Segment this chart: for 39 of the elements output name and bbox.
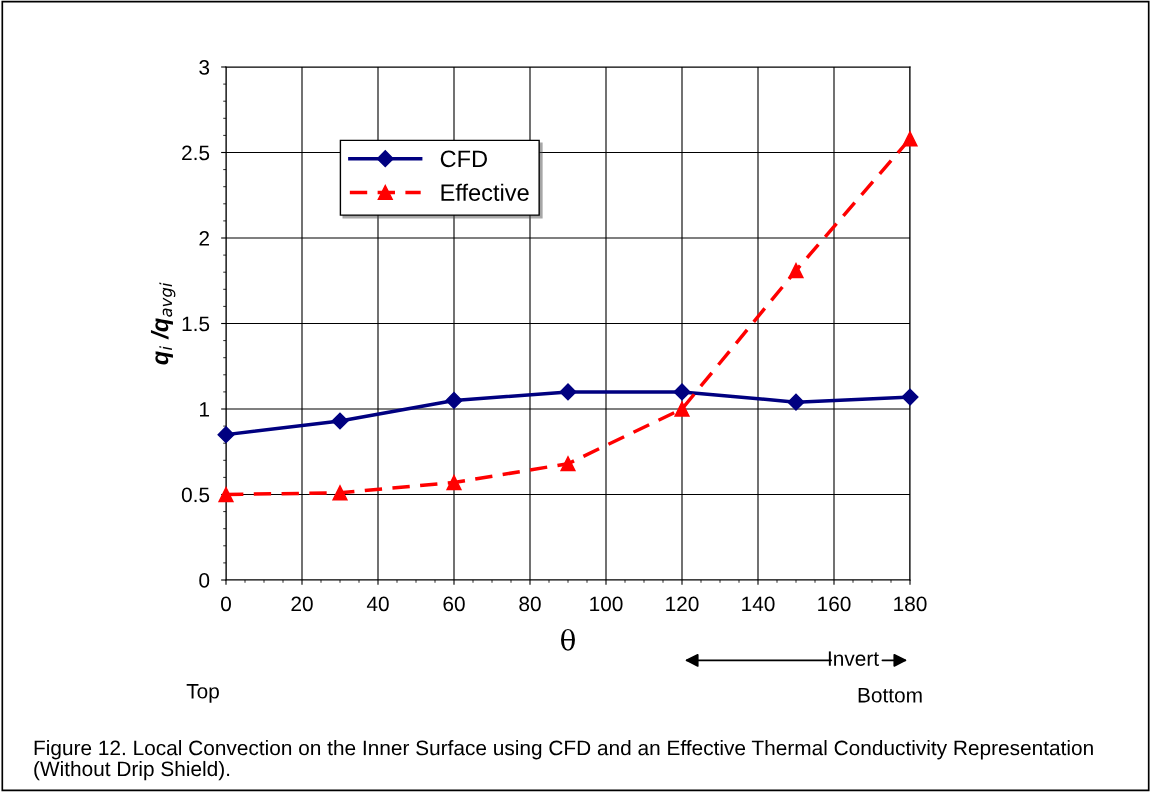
legend-label: CFD: [440, 150, 487, 168]
x-tick-label: 160: [818, 596, 851, 612]
y-tick-label: 3: [199, 60, 210, 75]
y-tick-label: 0: [199, 573, 210, 588]
x-tick-label: 100: [590, 596, 623, 612]
text: Invert: [828, 651, 879, 666]
point: [559, 383, 577, 401]
point: [446, 474, 462, 491]
text: Bottom: [858, 688, 922, 703]
point: [217, 426, 235, 444]
x-tick-label: 0: [221, 596, 231, 612]
point: [560, 456, 576, 472]
point: [445, 391, 463, 410]
caption: Figure 12. Local Convection on the Inner Surface using CFD and an Effective Thermal Conductivity Representation (Without Drip Shield).: [34, 740, 1093, 781]
x-axis-title: θ: [561, 628, 575, 651]
y-tick-label: 2.5: [182, 145, 210, 161]
point: [674, 401, 690, 417]
point: [787, 393, 805, 411]
point: [332, 485, 348, 501]
x-tick-label: 140: [742, 596, 775, 612]
point: [218, 486, 234, 503]
y-tick-label: 1.5: [182, 316, 210, 332]
y-axis-title: q$_{i}$ /q$_{avgi}$: [150, 282, 176, 365]
point: [902, 131, 918, 147]
y-tick-label: 2: [199, 231, 209, 246]
x-tick-label: 40: [366, 596, 389, 612]
point: [788, 262, 804, 279]
y-tick-label: 1: [200, 402, 210, 417]
x-tick-label: 120: [666, 596, 699, 612]
x-tick-label: 60: [443, 596, 465, 612]
x-tick-label: 180: [894, 596, 927, 612]
x-tick-label: 80: [519, 596, 541, 612]
x-tick-label: 20: [291, 596, 313, 612]
legend-label: Effective: [441, 183, 529, 201]
text: Top: [186, 684, 219, 703]
point: [331, 412, 349, 430]
y-tick-label: 0.5: [181, 487, 210, 503]
point: [901, 388, 919, 406]
point: [673, 383, 691, 401]
